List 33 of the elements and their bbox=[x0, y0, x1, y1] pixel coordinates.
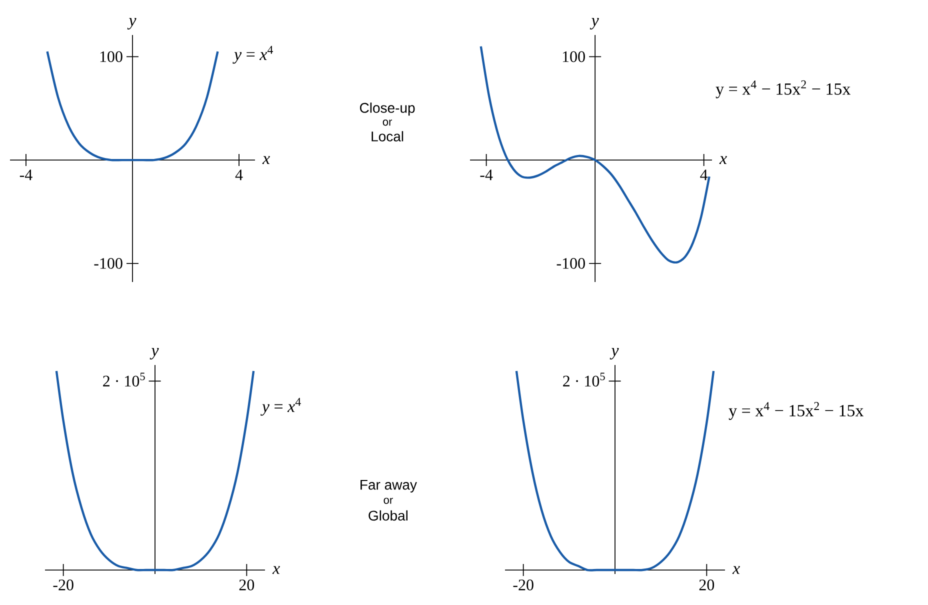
y-tick-label: 100 bbox=[100, 51, 122, 62]
annotation: 2 · 10$^{5}$ bbox=[563, 372, 605, 387]
series-label: y = x$^{4}$ bbox=[260, 398, 301, 416]
x-tick-label: -4 bbox=[20, 170, 32, 180]
text: y = x$^{4}$ − 15x$^{2}$ − 15x bbox=[716, 80, 850, 98]
text: or bbox=[384, 498, 393, 504]
x-tick-label: -20 bbox=[513, 580, 534, 590]
x-axis-title: x bbox=[719, 156, 727, 164]
text: or bbox=[382, 120, 392, 126]
x-axis-title: x bbox=[732, 566, 740, 574]
y-tick-label: -100 bbox=[556, 258, 585, 269]
annotation: 2 · 10$^{5}$ bbox=[103, 372, 145, 387]
y-axis-title: y bbox=[150, 348, 159, 360]
x-tick-label: 4 bbox=[235, 170, 243, 180]
text: Close-up bbox=[360, 102, 415, 116]
y-axis-title: y bbox=[610, 348, 619, 360]
x-tick-label: 4 bbox=[700, 170, 708, 180]
text: Global bbox=[368, 510, 408, 521]
text: Far away bbox=[360, 480, 417, 492]
y-axis-title: y bbox=[590, 18, 599, 30]
x-tick-label: 20 bbox=[239, 580, 254, 590]
y-tick-label: -100 bbox=[94, 258, 122, 269]
text: Local bbox=[372, 131, 404, 142]
series-label: y = x$^{4}$ bbox=[232, 46, 273, 64]
y-tick-label: 100 bbox=[562, 51, 585, 62]
x-tick-label: -4 bbox=[480, 170, 493, 180]
x-tick-label: 20 bbox=[699, 580, 714, 590]
series-label: y = x$^{4}$ − 15x$^{2}$ − 15x bbox=[728, 402, 864, 420]
line-series bbox=[46, 50, 219, 162]
x-axis-title: x bbox=[272, 566, 280, 574]
y-axis-title: y bbox=[127, 18, 136, 30]
x-axis-title: x bbox=[262, 156, 270, 164]
x-tick-label: -20 bbox=[53, 580, 74, 590]
